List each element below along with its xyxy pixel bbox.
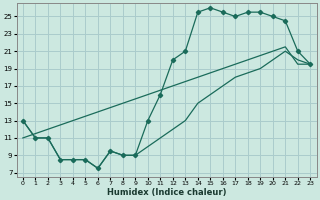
X-axis label: Humidex (Indice chaleur): Humidex (Indice chaleur) bbox=[107, 188, 226, 197]
